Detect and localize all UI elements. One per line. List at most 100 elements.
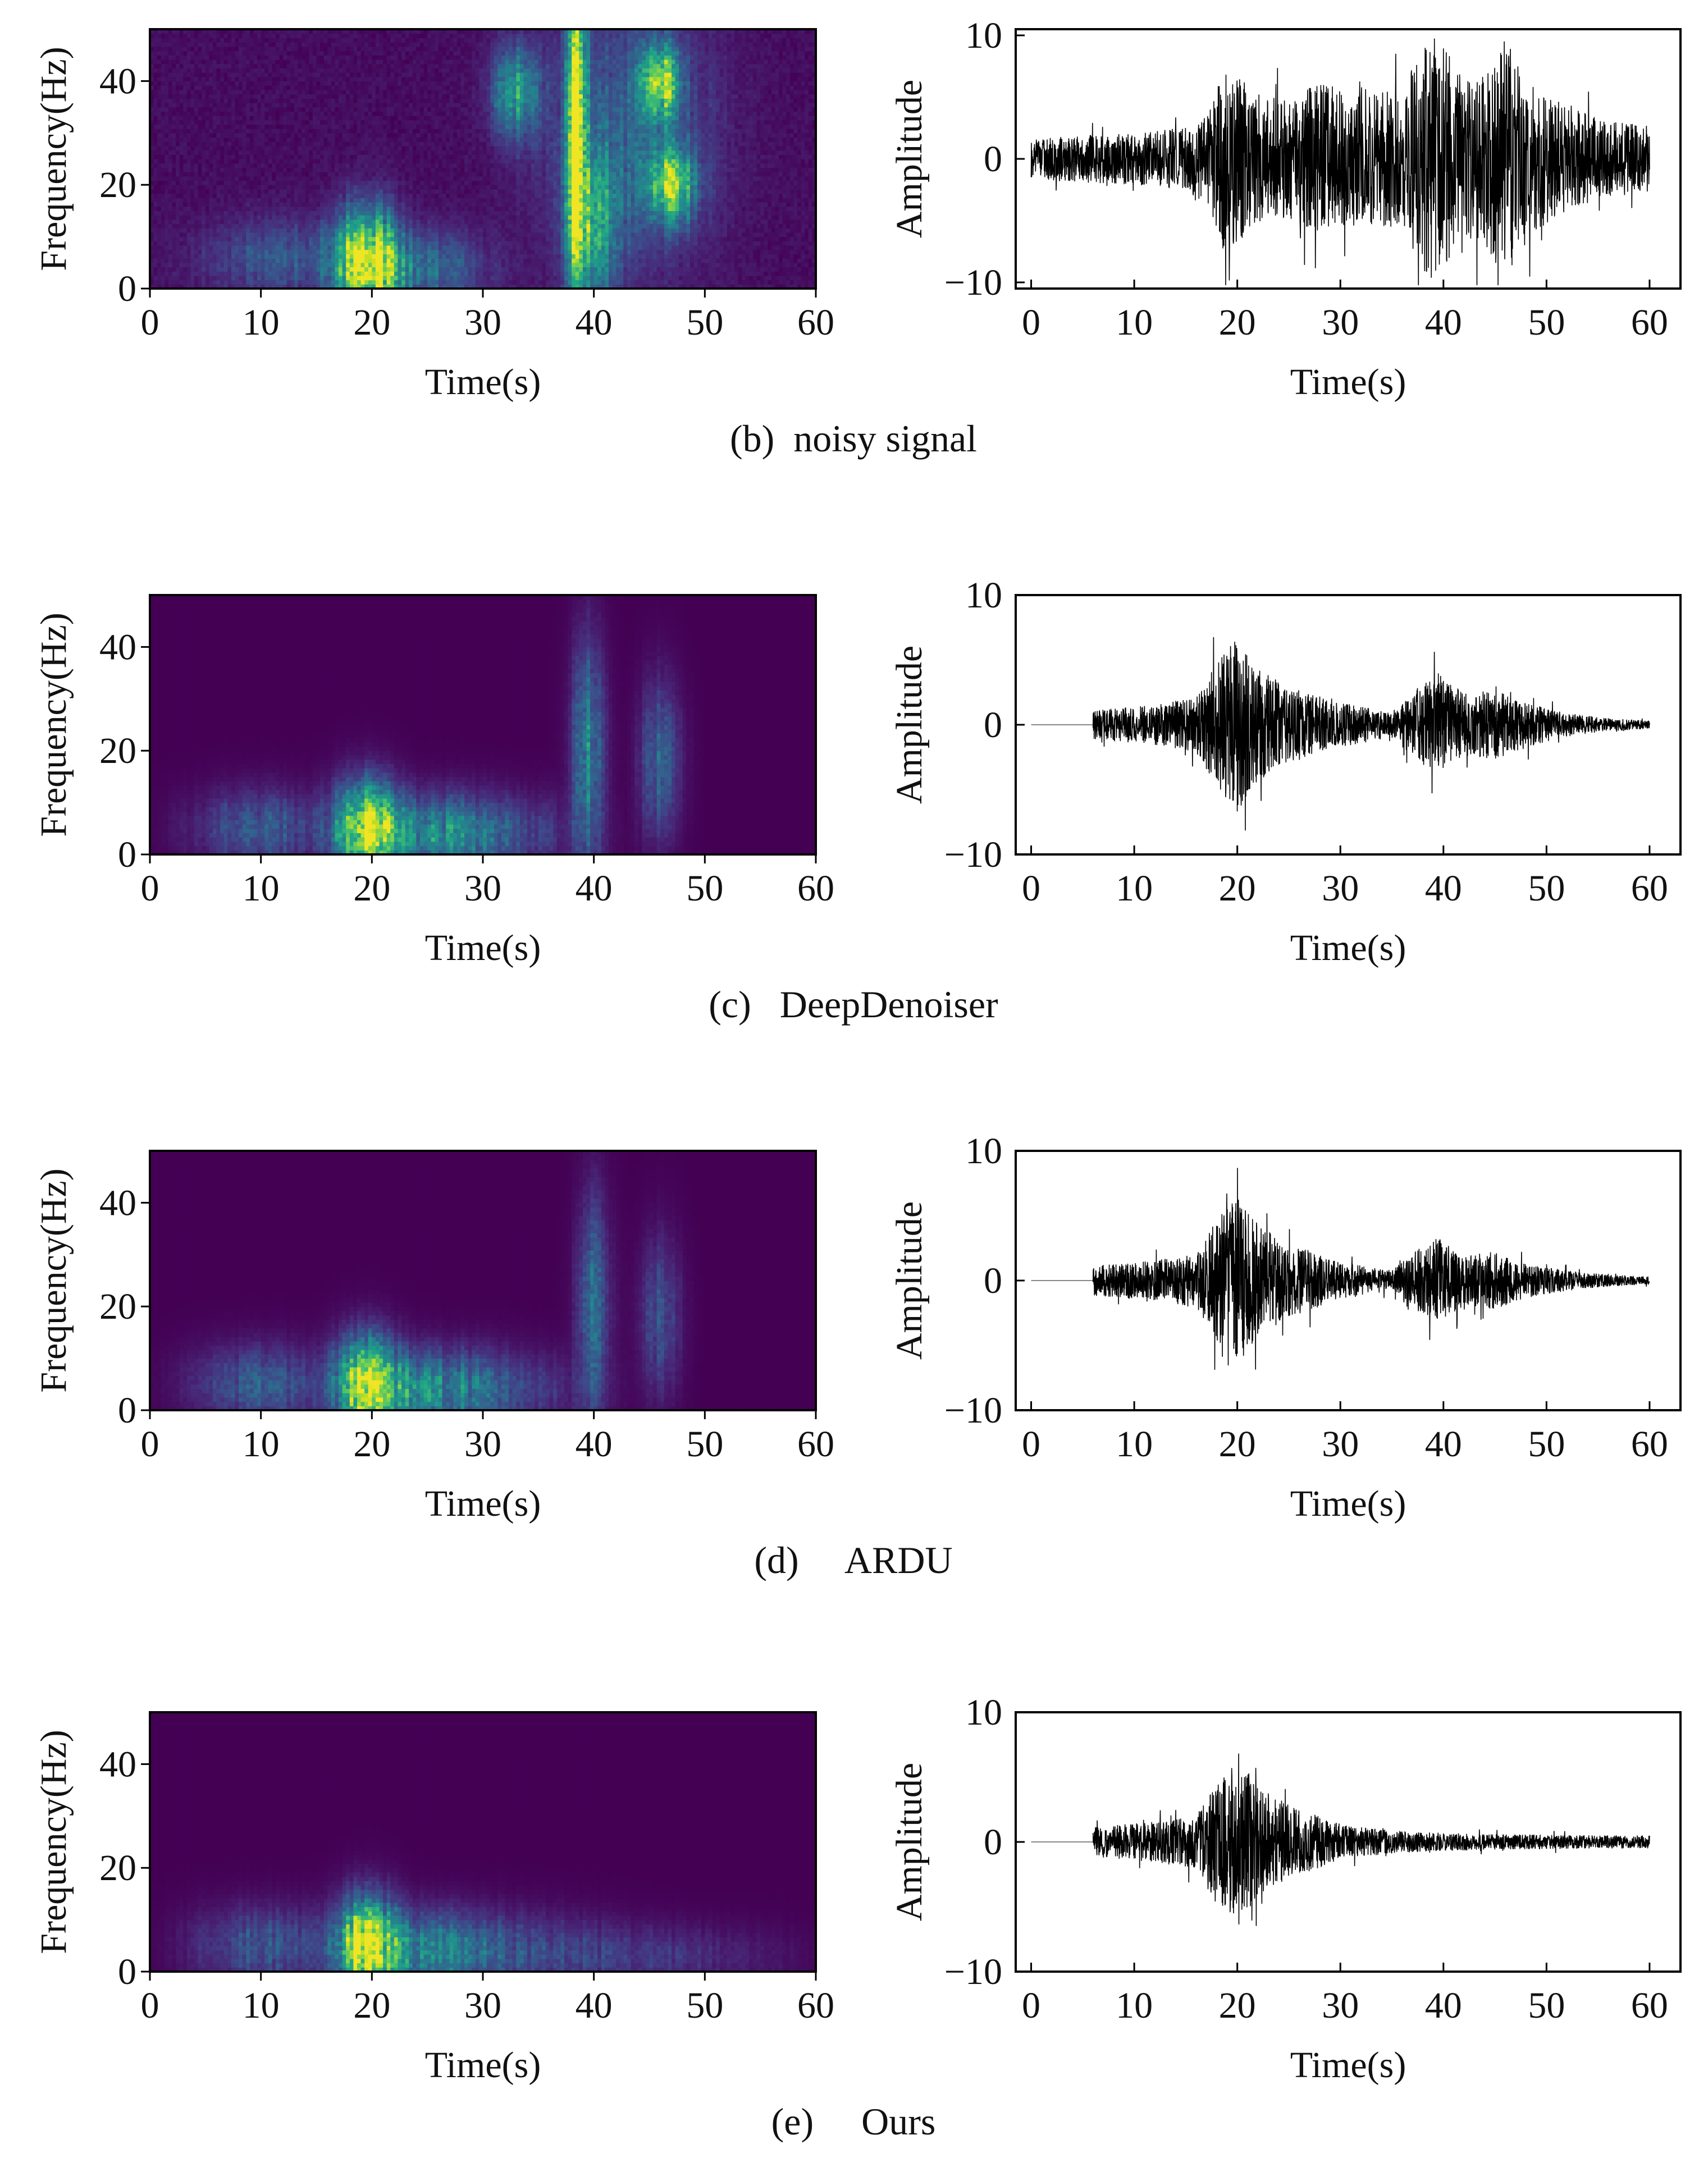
spectrogram-cell: [220, 254, 224, 258]
spectrogram-cell: [387, 85, 391, 90]
spectrogram-cell: [276, 42, 280, 47]
spectrogram-cell: [302, 51, 305, 56]
spectrogram-cell: [205, 77, 209, 81]
spectrogram-cell: [302, 167, 305, 172]
spectrogram-cell: [239, 167, 243, 172]
spectrogram-cell: [264, 42, 268, 47]
spectrogram-cell: [243, 138, 246, 142]
spectrogram-cell: [268, 129, 272, 133]
spectrogram-cell: [376, 250, 380, 254]
spectrogram-cell: [342, 81, 346, 85]
spectrogram-cell: [380, 85, 383, 90]
spectrogram-cell: [380, 47, 383, 51]
spectrogram-cell: [368, 163, 372, 168]
spectrogram-cell: [390, 129, 394, 133]
spectrogram-cell: [213, 245, 217, 250]
spectrogram-cell: [357, 124, 361, 129]
spectrogram-cell: [302, 276, 305, 280]
spectrogram-cell: [339, 258, 342, 263]
spectrogram-cell: [187, 42, 191, 47]
spectrogram-cell: [172, 245, 176, 250]
spectrogram-cell: [283, 77, 287, 81]
spectrogram-cell: [257, 194, 261, 198]
spectrogram-cell: [383, 276, 387, 280]
spectrogram-cell: [165, 258, 168, 263]
spectrogram-cell: [361, 167, 365, 172]
spectrogram-cell: [302, 181, 305, 185]
spectrogram-cell: [313, 42, 317, 47]
spectrogram-cell: [335, 47, 339, 51]
spectrogram-cell: [250, 68, 254, 72]
spectrogram-cell: [372, 245, 376, 250]
spectrogram-cell: [187, 258, 191, 263]
spectrogram-cell: [194, 68, 198, 72]
spectrogram-cell: [372, 232, 376, 237]
spectrogram-cell: [387, 280, 391, 285]
spectrogram-cell: [283, 94, 287, 99]
spectrogram-cell: [368, 103, 372, 107]
spectrogram-cell: [243, 146, 246, 150]
spectrogram-cell: [154, 42, 158, 47]
spectrogram-cell: [324, 258, 328, 263]
spectrogram-cell: [264, 34, 268, 38]
spectrogram-cell: [257, 202, 261, 207]
spectrogram-cell: [198, 232, 202, 237]
spectrogram-cell: [350, 68, 354, 72]
spectrogram-cell: [272, 42, 276, 47]
spectrogram-cell: [294, 85, 298, 90]
spectrogram-cell: [324, 185, 328, 189]
spectrogram-cell: [294, 38, 298, 42]
spectrogram-cell: [342, 159, 346, 163]
spectrogram-cell: [394, 150, 398, 155]
spectrogram-cell: [364, 163, 368, 168]
spectrogram-cell: [302, 141, 305, 146]
spectrogram-cell: [205, 51, 209, 56]
spectrogram-cell: [183, 280, 187, 285]
spectrogram-cell: [257, 85, 261, 90]
spectrogram-cell: [187, 124, 191, 129]
spectrogram-cell: [154, 120, 158, 125]
spectrogram-cell: [227, 150, 231, 155]
spectrogram-cell: [224, 176, 228, 181]
spectrogram-cell: [227, 189, 231, 194]
spectrogram-cell: [357, 224, 361, 228]
spectrogram-cell: [342, 138, 346, 142]
spectrogram-cell: [372, 224, 376, 228]
spectrogram-cell: [305, 141, 309, 146]
spectrogram-cell: [231, 111, 235, 116]
spectrogram-cell: [302, 85, 305, 90]
spectrogram-cell: [390, 163, 394, 168]
spectrogram-cell: [257, 116, 261, 120]
spectrogram-cell: [239, 60, 243, 64]
spectrogram-cell: [217, 198, 221, 202]
spectrogram-cell: [180, 77, 184, 81]
spectrogram-cell: [394, 90, 398, 94]
spectrogram-cell: [361, 72, 365, 77]
spectrogram-cell: [190, 211, 194, 215]
spectrogram-cell: [317, 47, 321, 51]
spectrogram-cell: [280, 77, 284, 81]
spectrogram-cell: [250, 55, 254, 60]
spectrogram-cell: [250, 107, 254, 112]
spectrogram-cell: [198, 254, 202, 258]
spectrogram-cell: [253, 267, 257, 272]
spectrogram-cell: [339, 77, 342, 81]
spectrogram-cell: [302, 94, 305, 99]
spectrogram-cell: [157, 245, 161, 250]
spectrogram-cell: [272, 51, 276, 56]
spectrogram-cell: [280, 267, 284, 272]
spectrogram-cell: [253, 202, 257, 207]
spectrogram-cell: [368, 107, 372, 112]
spectrogram-cell: [327, 146, 331, 150]
spectrogram-cell: [353, 258, 357, 263]
spectrogram-cell: [190, 202, 194, 207]
spectrogram-cell: [357, 64, 361, 68]
spectrogram-cell: [342, 250, 346, 254]
spectrogram-cell: [376, 116, 380, 120]
spectrogram-cell: [154, 129, 158, 133]
spectrogram-cell: [194, 51, 198, 56]
spectrogram-cell: [261, 241, 265, 245]
spectrogram-cell: [294, 138, 298, 142]
spectrogram-cell: [224, 111, 228, 116]
spectrogram-cell: [268, 94, 272, 99]
